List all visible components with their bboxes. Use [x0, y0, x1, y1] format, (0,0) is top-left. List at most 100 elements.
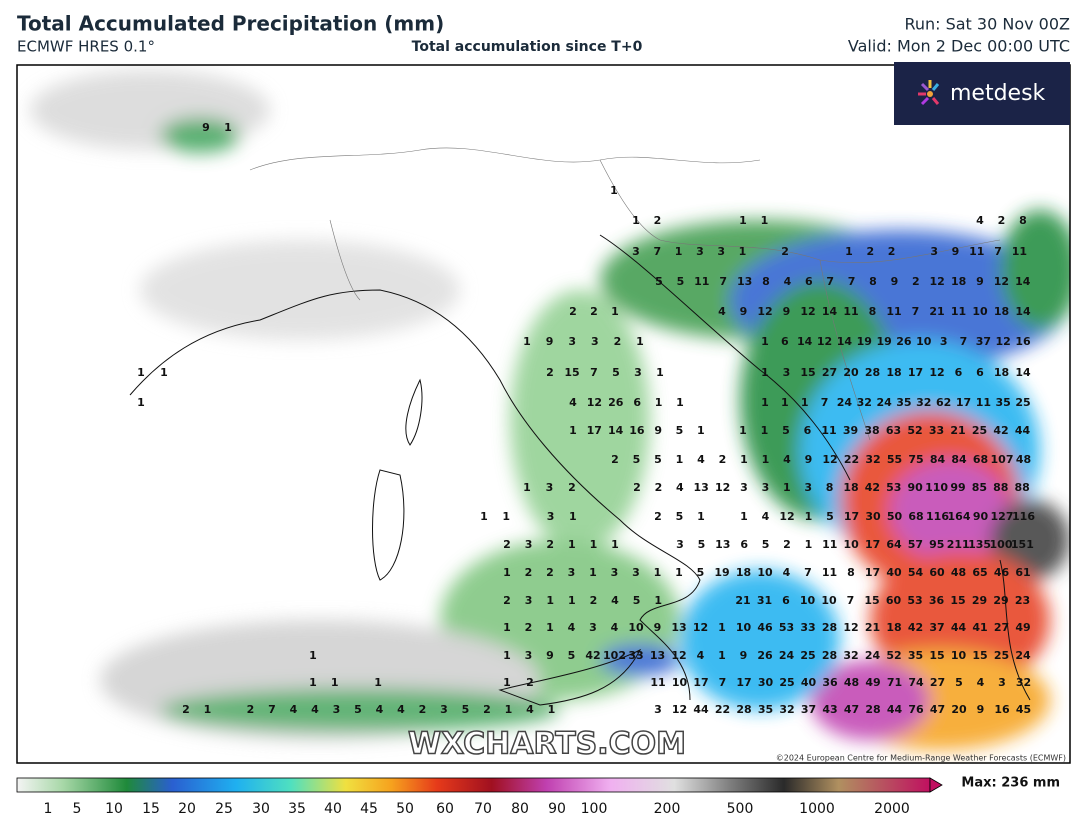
precip-value: 57 [908, 538, 923, 551]
precip-value: 8 [1019, 214, 1027, 227]
precip-value: 32 [843, 649, 858, 662]
precip-value: 11 [886, 305, 901, 318]
precip-value: 3 [940, 335, 948, 348]
precip-value: 9 [740, 649, 748, 662]
precip-value: 48 [844, 676, 859, 689]
precip-value: 2 [569, 305, 577, 318]
title: Total Accumulated Precipitation (mm) [17, 12, 444, 36]
watermark: WXCHARTS.COM [408, 727, 686, 762]
precip-value: 1 [676, 453, 684, 466]
precip-value: 11 [951, 305, 966, 318]
precip-value: 7 [268, 703, 276, 716]
logo-icon [918, 80, 940, 106]
precip-value: 1 [503, 621, 511, 634]
precip-value: 2 [654, 510, 662, 523]
precip-value: 40 [886, 566, 902, 579]
precip-value: 1 [718, 621, 726, 634]
precip-value: 12 [671, 649, 686, 662]
model-name: ECMWF HRES 0.1° [17, 38, 155, 56]
precip-value: 28 [822, 649, 837, 662]
precip-value: 2 [912, 275, 920, 288]
precip-value: 32 [1016, 676, 1031, 689]
colorbar-label: 15 [142, 801, 160, 817]
precip-value: 4 [783, 453, 791, 466]
precip-value: 12 [715, 481, 730, 494]
precip-value: 5 [697, 566, 705, 579]
precip-value: 32 [779, 703, 794, 716]
precip-value: 1 [676, 396, 684, 409]
colorbar-label: 1000 [799, 801, 835, 817]
colorbar-label: 25 [215, 801, 233, 817]
precip-value: 2 [568, 481, 576, 494]
precip-value: 3 [676, 538, 684, 551]
precip-value: 1 [503, 676, 511, 689]
precip-value: 40 [801, 676, 817, 689]
precip-value: 9 [654, 621, 662, 634]
precip-value: 1 [740, 453, 748, 466]
precip-value: 2 [614, 335, 622, 348]
precip-value: 1 [502, 510, 510, 523]
precip-value: 60 [929, 566, 945, 579]
precip-value: 11 [822, 566, 837, 579]
precip-value: 75 [908, 453, 923, 466]
precip-value: 1 [374, 676, 382, 689]
precip-value: 2 [719, 453, 727, 466]
precip-value: 42 [585, 649, 600, 662]
precip-value: 37 [976, 335, 991, 348]
precip-value: 3 [547, 510, 555, 523]
precip-value: 7 [719, 275, 727, 288]
precip-value: 6 [955, 366, 963, 379]
precip-value: 4 [697, 453, 705, 466]
precip-value: 1 [697, 510, 705, 523]
precip-value: 53 [779, 621, 794, 634]
precip-value: 23 [1015, 594, 1030, 607]
precip-value: 2 [866, 245, 874, 258]
precip-value: 53 [886, 481, 901, 494]
precip-value: 47 [930, 703, 945, 716]
precip-value: 11 [822, 538, 837, 551]
precip-value: 1 [546, 594, 554, 607]
precip-value: 15 [864, 594, 879, 607]
precip-value: 42 [993, 424, 1008, 437]
precip-value: 127 [991, 510, 1014, 523]
precip-value: 10 [628, 621, 644, 634]
precip-value: 39 [843, 424, 858, 437]
precip-value: 38 [864, 424, 879, 437]
precip-value: 3 [525, 594, 533, 607]
colorbar [16, 777, 931, 793]
precip-value: 11 [969, 245, 984, 258]
precip-value: 18 [951, 275, 966, 288]
precip-value: 68 [908, 510, 923, 523]
precip-value: 3 [804, 481, 812, 494]
precip-value: 3 [333, 703, 341, 716]
precip-value: 102 [603, 649, 626, 662]
precip-value: 21 [950, 424, 965, 437]
precip-value: 8 [847, 566, 855, 579]
precip-value: 1 [656, 366, 664, 379]
precip-value: 22 [715, 703, 730, 716]
precip-value: 3 [611, 566, 619, 579]
precip-value: 107 [991, 453, 1014, 466]
colorbar-label: 45 [360, 801, 378, 817]
precip-value: 1 [611, 538, 619, 551]
precip-value: 1 [783, 481, 791, 494]
precip-value: 17 [908, 366, 923, 379]
precip-value: 14 [1015, 305, 1031, 318]
precip-value: 24 [779, 649, 795, 662]
precip-value: 7 [994, 245, 1002, 258]
precip-value: 65 [972, 566, 987, 579]
precip-value: 18 [994, 305, 1009, 318]
precip-value: 20 [843, 366, 859, 379]
precip-value: 4 [977, 676, 985, 689]
precip-value: 1 [654, 566, 662, 579]
precip-value: 14 [1015, 366, 1031, 379]
precip-value: 17 [844, 510, 859, 523]
precip-value: 13 [694, 481, 709, 494]
precip-value: 44 [1015, 424, 1031, 437]
precip-value: 6 [782, 594, 790, 607]
precip-value: 2 [247, 703, 255, 716]
precip-value: 1 [654, 594, 662, 607]
precip-value: 2 [998, 214, 1006, 227]
precip-value: 1 [589, 566, 597, 579]
precip-value: 1 [546, 621, 554, 634]
